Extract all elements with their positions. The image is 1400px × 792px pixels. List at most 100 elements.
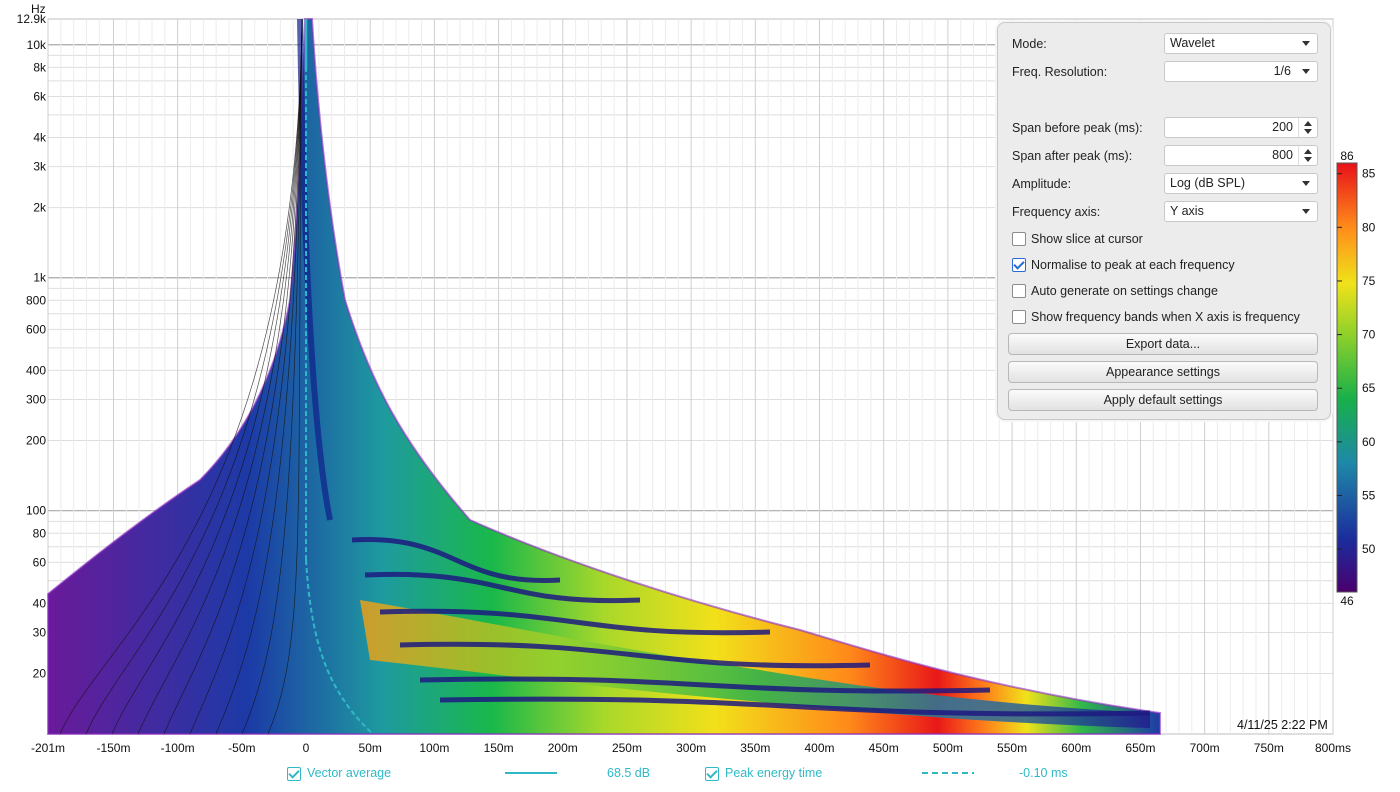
export-data-button[interactable]: Export data... <box>1008 333 1318 355</box>
x-tick-label: -150m <box>96 741 130 755</box>
mode-select[interactable]: Wavelet <box>1164 33 1318 54</box>
span-after-value: 800 <box>1272 148 1293 162</box>
y-tick-label: 4k <box>33 130 47 144</box>
normalise-checkbox[interactable] <box>1012 258 1026 272</box>
x-tick-label: 600m <box>1061 741 1091 755</box>
y-tick-label: 20 <box>33 667 47 681</box>
auto-generate-label: Auto generate on settings change <box>1031 284 1218 298</box>
x-tick-label: 50m <box>359 741 382 755</box>
colorbar-min-label: 46 <box>1340 594 1354 608</box>
colorbar-tick-label: 80 <box>1362 220 1376 234</box>
y-tick-label: 60 <box>33 555 47 569</box>
vector-average-checkbox[interactable] <box>287 767 301 781</box>
x-tick-label: 700m <box>1190 741 1220 755</box>
legend-peak-energy: Peak energy time <box>725 766 823 780</box>
freq-axis-value: Y axis <box>1170 204 1204 218</box>
show-bands-label: Show frequency bands when X axis is freq… <box>1031 310 1300 324</box>
x-tick-label: 300m <box>676 741 706 755</box>
y-tick-label: 200 <box>26 434 46 448</box>
y-tick-label: 10k <box>27 38 47 52</box>
appearance-settings-button[interactable]: Appearance settings <box>1008 361 1318 383</box>
span-before-value: 200 <box>1272 120 1293 134</box>
x-tick-label: 800ms <box>1315 741 1351 755</box>
y-tick-label: 600 <box>26 322 46 336</box>
vector-average-value: 68.5 dB <box>607 766 651 780</box>
y-axis-label: Hz <box>31 2 46 16</box>
x-tick-label: 500m <box>933 741 963 755</box>
mode-label: Mode: <box>1012 37 1047 51</box>
amplitude-select[interactable]: Log (dB SPL) <box>1164 173 1318 194</box>
show-bands-checkbox[interactable] <box>1012 310 1026 324</box>
chevron-down-icon <box>1302 181 1310 186</box>
span-after-label: Span after peak (ms): <box>1012 149 1133 163</box>
y-tick-label: 12.9k <box>17 12 47 26</box>
x-tick-label: 200m <box>548 741 578 755</box>
amplitude-value: Log (dB SPL) <box>1170 176 1246 190</box>
colorbar: 85 80 75 70 65 60 55 50 86 46 <box>1336 149 1376 608</box>
normalise-label: Normalise to peak at each frequency <box>1031 258 1235 272</box>
span-after-stepper[interactable]: 800 <box>1164 145 1318 166</box>
x-tick-label: 400m <box>804 741 834 755</box>
timestamp: 4/11/25 2:22 PM <box>1237 718 1328 732</box>
y-tick-label: 100 <box>26 504 46 518</box>
mode-value: Wavelet <box>1170 36 1215 50</box>
peak-energy-dash-icon <box>922 772 974 774</box>
y-tick-label: 8k <box>33 60 47 74</box>
freq-axis-select[interactable]: Y axis <box>1164 201 1318 222</box>
chevron-down-icon <box>1302 209 1310 214</box>
freq-axis-label: Frequency axis: <box>1012 205 1101 219</box>
y-tick-label: 3k <box>33 160 47 174</box>
x-tick-label: 650m <box>1125 741 1155 755</box>
x-tick-label: 350m <box>740 741 770 755</box>
y-tick-label: 30 <box>33 625 47 639</box>
freq-res-label: Freq. Resolution: <box>1012 65 1108 79</box>
vector-average-line-icon <box>505 772 557 774</box>
apply-default-button[interactable]: Apply default settings <box>1008 389 1318 411</box>
chevron-down-icon <box>1302 69 1310 74</box>
span-before-label: Span before peak (ms): <box>1012 121 1143 135</box>
x-axis-ticks: -201m -150m -100m -50m 0 50m 100m 150m 200m 250m 3… <box>31 741 1351 755</box>
legend-vector-average: Vector average <box>307 766 392 780</box>
x-tick-label: 250m <box>612 741 642 755</box>
x-tick-label: 450m <box>869 741 899 755</box>
y-tick-label: 6k <box>33 89 47 103</box>
span-before-stepper[interactable]: 200 <box>1164 117 1318 138</box>
freq-res-select[interactable]: 1/6 <box>1164 61 1318 82</box>
colorbar-tick-label: 75 <box>1362 274 1376 288</box>
peak-energy-checkbox[interactable] <box>705 767 719 781</box>
x-tick-label: 0 <box>303 741 310 755</box>
show-slice-label: Show slice at cursor <box>1031 232 1143 246</box>
chevron-down-icon <box>1302 41 1310 46</box>
colorbar-tick-label: 55 <box>1362 488 1376 502</box>
y-tick-label: 300 <box>26 393 46 407</box>
heatmap-area <box>47 18 1161 735</box>
amplitude-label: Amplitude: <box>1012 177 1072 191</box>
y-tick-label: 800 <box>26 293 46 307</box>
colorbar-tick-label: 60 <box>1362 435 1376 449</box>
colorbar-tick-label: 50 <box>1362 542 1376 556</box>
x-tick-label: -50m <box>228 741 255 755</box>
x-tick-label: -201m <box>31 741 65 755</box>
y-tick-label: 2k <box>33 201 47 215</box>
show-slice-checkbox[interactable] <box>1012 232 1026 246</box>
stepper-arrows-icon[interactable] <box>1298 146 1317 165</box>
colorbar-max-label: 86 <box>1340 149 1354 163</box>
y-tick-label: 400 <box>26 363 46 377</box>
stepper-arrows-icon[interactable] <box>1298 118 1317 137</box>
y-axis-ticks: 12.9k 10k 8k 6k 4k 3k 2k 1k 800 600 400 300 200 100 80… <box>17 12 47 681</box>
colorbar-tick-label: 85 <box>1362 167 1376 181</box>
settings-panel: Mode: Wavelet Freq. Resolution: 1/6 Span… <box>997 22 1331 420</box>
x-tick-label: -100m <box>161 741 195 755</box>
x-tick-label: 750m <box>1254 741 1284 755</box>
peak-energy-value: -0.10 ms <box>1019 766 1068 780</box>
auto-generate-checkbox[interactable] <box>1012 284 1026 298</box>
colorbar-tick-label: 70 <box>1362 328 1376 342</box>
y-tick-label: 1k <box>33 271 47 285</box>
freq-res-value: 1/6 <box>1273 64 1291 78</box>
x-tick-label: 100m <box>419 741 449 755</box>
y-tick-label: 40 <box>33 596 47 610</box>
x-tick-label: 150m <box>484 741 514 755</box>
y-tick-label: 80 <box>33 526 47 540</box>
x-tick-label: 550m <box>997 741 1027 755</box>
colorbar-tick-label: 65 <box>1362 381 1376 395</box>
